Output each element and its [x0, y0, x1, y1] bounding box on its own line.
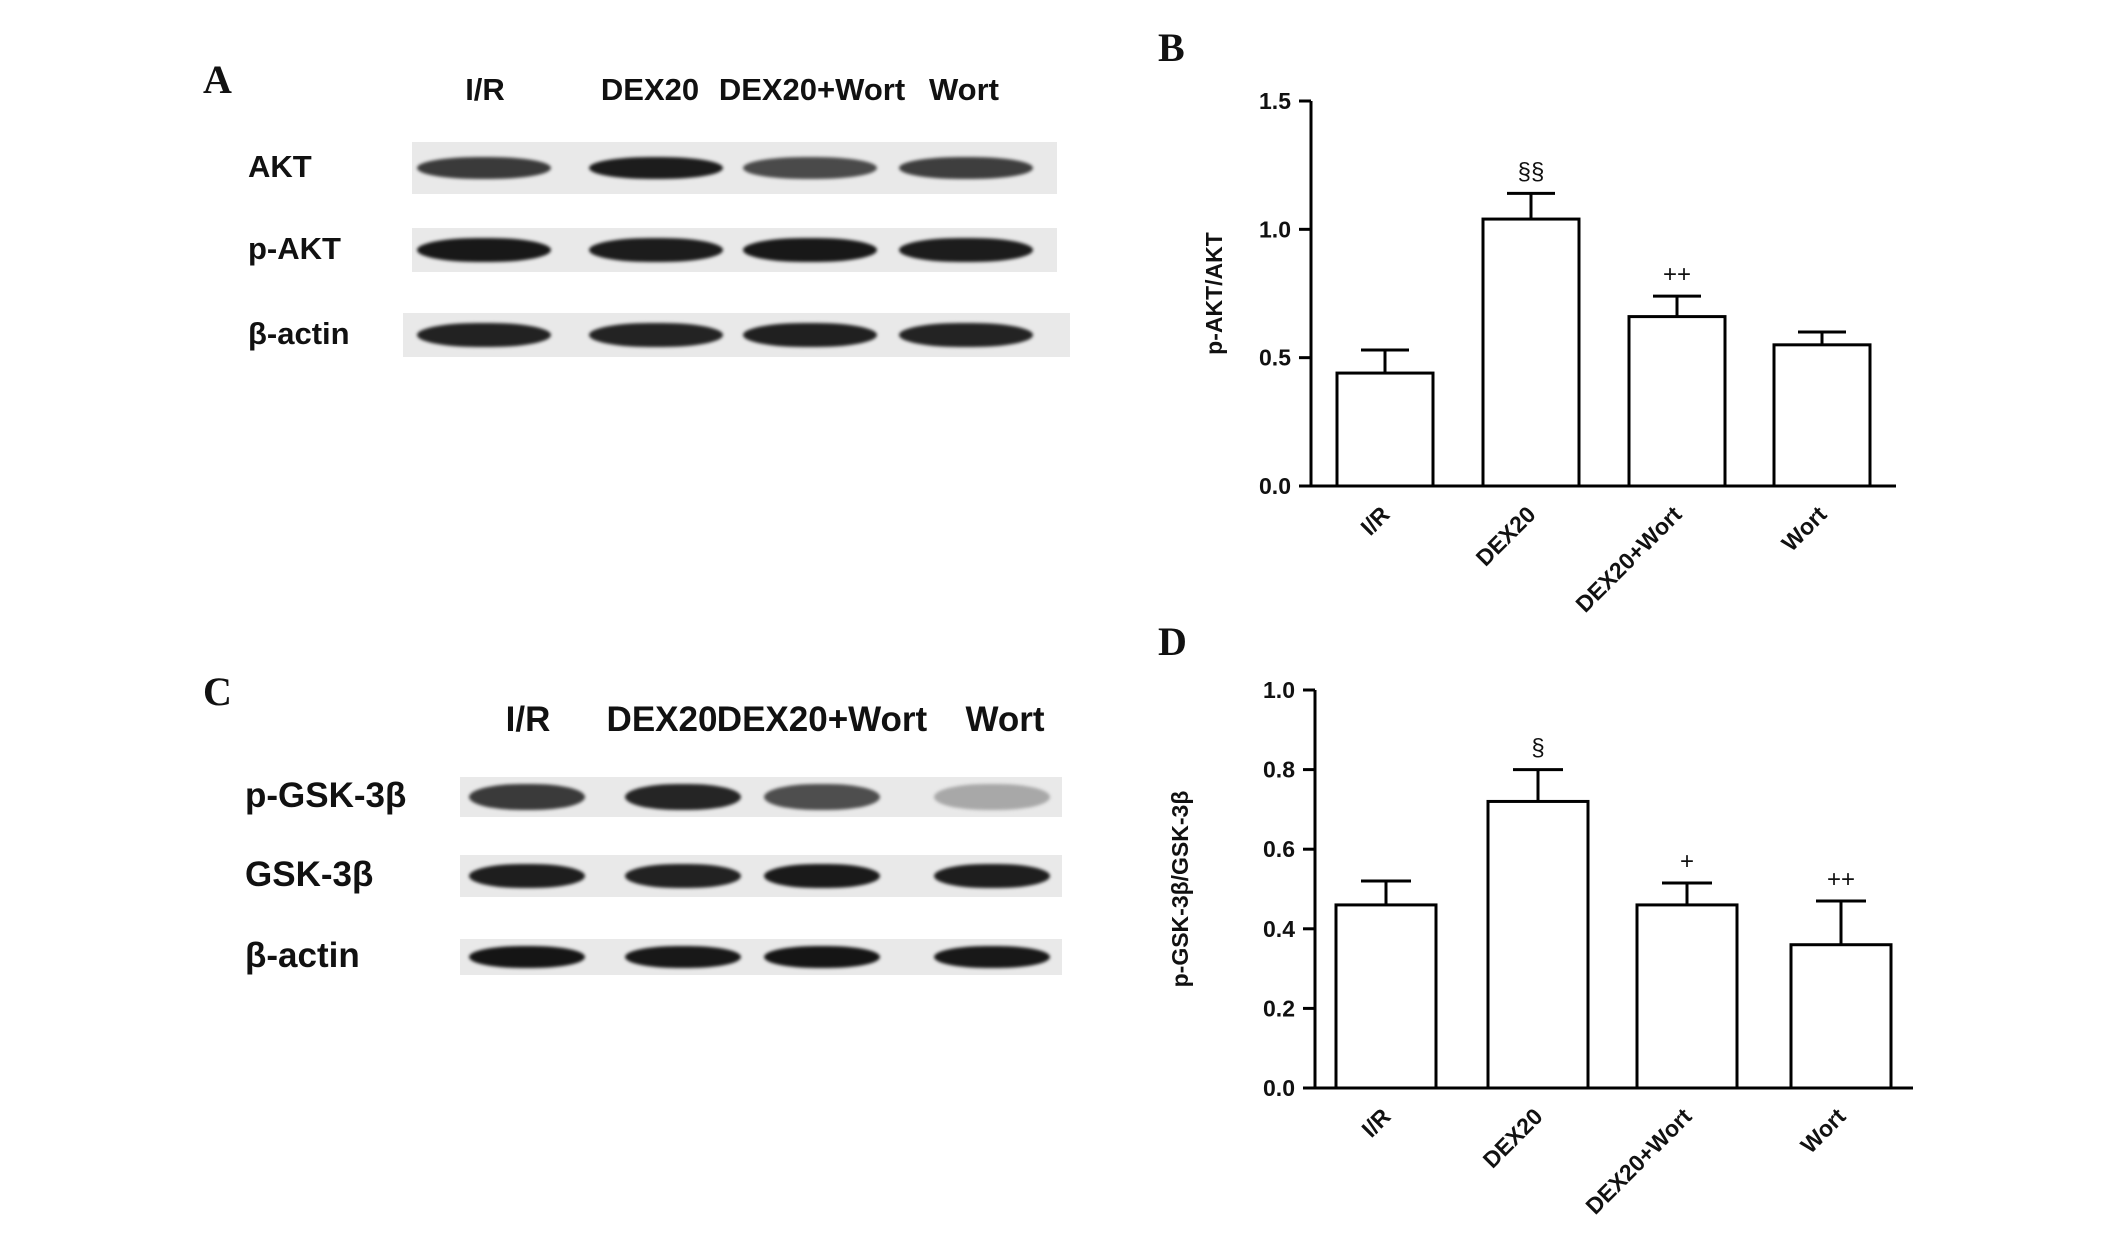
protein-band [469, 864, 585, 888]
y-tick-label: 0.6 [1263, 836, 1295, 862]
y-tick-label: 1.0 [1263, 677, 1295, 703]
bar [1335, 371, 1435, 488]
significance-marker: ++ [1827, 866, 1855, 893]
bar [1635, 903, 1739, 1090]
blot-row-label: GSK-3β [245, 855, 374, 894]
blot-row-label: p-AKT [248, 231, 341, 267]
bar [1486, 799, 1590, 1090]
x-tick-label: Wort [1795, 1103, 1850, 1158]
protein-band [417, 238, 551, 262]
y-tick-label: 0.8 [1263, 757, 1295, 783]
protein-band [743, 238, 877, 262]
x-tick-label: DEX20 [1478, 1103, 1548, 1173]
y-tick-label: 1.5 [1259, 88, 1291, 114]
protein-band [469, 784, 585, 810]
panel-letter-c: C [203, 669, 232, 714]
y-tick-label: 0.2 [1263, 995, 1295, 1021]
y-tick-label: 0.0 [1263, 1075, 1295, 1101]
significance-marker: § [1531, 735, 1544, 762]
x-tick-label: DEX20+Wort [1580, 1103, 1696, 1219]
protein-band [764, 784, 880, 810]
significance-marker: §§ [1518, 158, 1545, 185]
lane-label: Wort [928, 72, 1000, 107]
x-tick-label: I/R [1356, 1103, 1395, 1142]
protein-band [417, 157, 551, 179]
bar [1481, 217, 1581, 488]
lane-label: I/R [465, 72, 505, 107]
lane-label: Wort [965, 700, 1045, 739]
significance-marker: + [1680, 848, 1694, 875]
lane-label: DEX20 [600, 72, 700, 107]
bar [1772, 343, 1872, 488]
protein-band [589, 238, 723, 262]
y-tick-label: 0.0 [1259, 473, 1291, 499]
protein-band [469, 946, 585, 968]
blot-row-label: β-actin [245, 936, 360, 975]
protein-band [899, 238, 1033, 262]
lane-label: DEX20+Wort [716, 700, 928, 739]
protein-band [934, 784, 1050, 810]
bar [1627, 315, 1727, 488]
panel-letter-d: D [1158, 619, 1187, 664]
protein-band [589, 323, 723, 347]
bar [1789, 943, 1893, 1090]
protein-band [764, 864, 880, 888]
panel-letter-a: A [203, 57, 232, 102]
lane-label: DEX20+Wort [718, 72, 906, 107]
protein-band [417, 323, 551, 347]
protein-band [899, 323, 1033, 347]
protein-band [625, 864, 741, 888]
protein-band [589, 157, 723, 179]
protein-band [625, 946, 741, 968]
y-axis-label: p-GSK-3β/GSK-3β [1167, 791, 1193, 988]
y-tick-label: 0.4 [1263, 916, 1295, 942]
bar [1334, 903, 1438, 1090]
significance-marker: ++ [1663, 261, 1691, 288]
protein-band [934, 864, 1050, 888]
protein-band [764, 946, 880, 968]
panel-letter-b: B [1158, 25, 1185, 70]
blot-row-label: AKT [248, 149, 312, 185]
protein-band [934, 946, 1050, 968]
y-axis-label: p-AKT/AKT [1201, 232, 1227, 355]
blot-row-label: p-GSK-3β [245, 776, 407, 815]
y-tick-label: 1.0 [1259, 216, 1291, 242]
protein-band [743, 323, 877, 347]
protein-band [743, 157, 877, 179]
y-tick-label: 0.5 [1259, 345, 1291, 371]
lane-label: DEX20 [606, 700, 718, 739]
protein-band [625, 784, 741, 810]
blot-row-label: β-actin [248, 316, 350, 352]
lane-label: I/R [505, 700, 551, 739]
protein-band [899, 157, 1033, 179]
